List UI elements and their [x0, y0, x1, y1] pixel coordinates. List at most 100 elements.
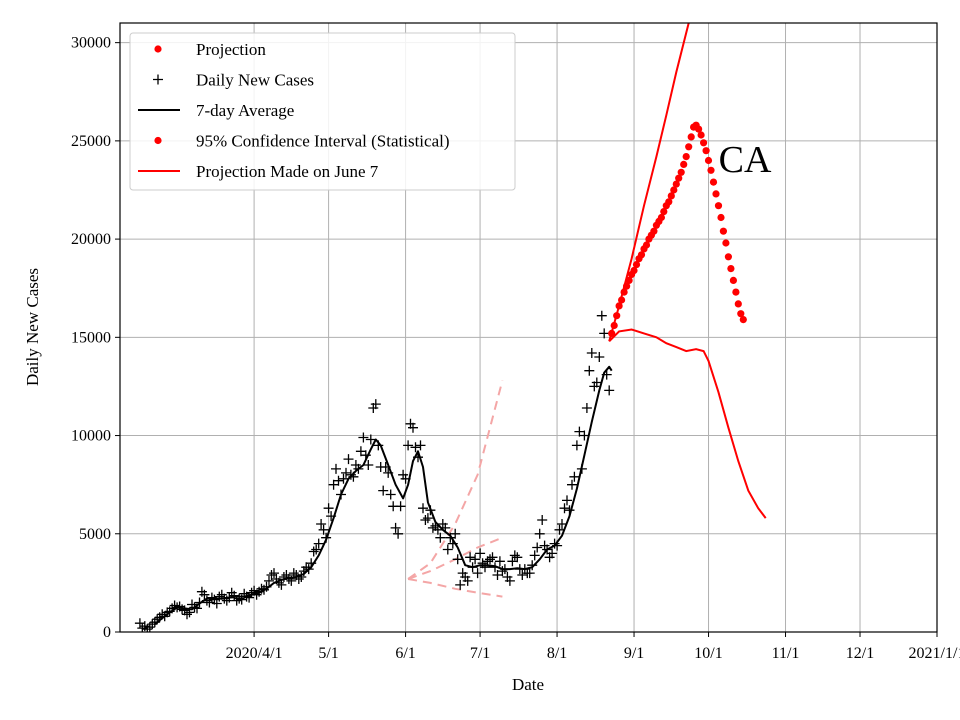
seven-day-average-line [154, 365, 613, 625]
daily-case-marker [276, 579, 287, 590]
legend: Projection Daily New Cases 7-day Average 95… [129, 32, 516, 191]
legend-label: Projection Made on June 7 [196, 162, 379, 181]
daily-case-marker [395, 501, 406, 512]
y-tick-label: 30000 [71, 35, 111, 52]
daily-case-marker [363, 460, 374, 470]
daily-case-marker [559, 503, 570, 514]
daily-case-marker [485, 554, 495, 565]
daily-case-marker [462, 575, 473, 586]
daily-case-marker [504, 575, 515, 586]
daily-case-marker [450, 528, 461, 539]
legend-marker-dot [154, 45, 162, 53]
daily-case-marker [378, 485, 389, 496]
daily-case-marker [584, 365, 595, 376]
projection-point [610, 321, 618, 330]
projection-point [707, 166, 715, 174]
daily-case-marker [591, 377, 602, 388]
daily-case-marker [512, 552, 523, 563]
x-axis-label: Date [512, 675, 544, 694]
daily-case-marker [418, 503, 428, 514]
daily-case-marker [517, 570, 528, 580]
projection-point [680, 160, 688, 168]
projection-point [727, 265, 735, 273]
projection-point [677, 168, 685, 176]
projection-point [709, 178, 718, 186]
daily-case-marker [422, 513, 433, 524]
daily-case-marker [420, 515, 431, 525]
projection-point [660, 208, 668, 216]
daily-case-marker [343, 454, 354, 465]
projection-point [608, 329, 616, 337]
daily-case-marker [370, 399, 381, 410]
projection-point [670, 186, 678, 194]
legend-marker-dot [154, 136, 162, 145]
projection-point [657, 213, 666, 222]
daily-case-marker [562, 495, 572, 506]
daily-case-marker [234, 593, 245, 604]
daily-case-marker [537, 515, 548, 525]
daily-case-marker [524, 568, 535, 579]
projection-point [737, 310, 745, 318]
daily-case-marker [569, 471, 580, 482]
daily-case-marker [547, 548, 558, 559]
plot-area [134, 23, 767, 632]
daily-case-marker [142, 624, 153, 632]
projection-point [650, 227, 658, 235]
daily-case-marker [581, 403, 592, 413]
projection-point [719, 227, 728, 235]
projection-point [724, 253, 733, 261]
legend-label: Projection [196, 40, 266, 59]
x-tick-label: 12/1 [846, 645, 874, 662]
projection-point [697, 131, 705, 139]
daily-case-marker [338, 473, 349, 484]
y-tick-label: 15000 [71, 329, 111, 346]
region-label: CA [719, 139, 772, 181]
daily-case-marker [432, 524, 443, 535]
daily-case-marker [410, 442, 421, 453]
daily-case-marker [549, 538, 560, 549]
daily-case-marker [214, 591, 225, 602]
y-tick-label: 0 [103, 624, 111, 641]
daily-case-marker [408, 422, 418, 433]
y-tick-label: 10000 [71, 428, 111, 445]
daily-case-marker [199, 589, 210, 600]
daily-case-marker [557, 519, 567, 529]
daily-case-marker [477, 558, 488, 569]
daily-case-marker [398, 469, 409, 480]
daily-case-marker [554, 524, 565, 535]
june7-projection-line [407, 578, 503, 598]
x-tick-label: 2020/4/1 [226, 645, 283, 662]
daily-case-marker [529, 550, 540, 561]
daily-case-marker [365, 434, 376, 445]
legend-label: 95% Confidence Interval (Statistical) [196, 132, 450, 151]
daily-case-marker [435, 532, 446, 543]
projection-point [630, 266, 638, 275]
daily-case-marker [480, 562, 490, 573]
daily-case-marker [507, 556, 518, 567]
daily-case-marker [497, 566, 508, 577]
daily-case-marker [331, 463, 341, 474]
y-tick-label: 25000 [71, 133, 111, 150]
daily-case-marker [475, 548, 486, 559]
projection-point [704, 156, 713, 165]
projection-point [642, 241, 651, 249]
projection-point [625, 276, 633, 284]
y-axis-label: Daily New Cases [23, 268, 42, 386]
x-tick-label: 10/1 [694, 645, 722, 662]
projection-point [615, 302, 623, 310]
legend-label: Daily New Cases [196, 71, 314, 90]
june7-projection-line [407, 380, 504, 580]
daily-case-marker [527, 560, 538, 571]
y-tick-label: 20000 [71, 231, 111, 248]
projection-point [685, 143, 693, 151]
daily-case-marker [264, 575, 274, 586]
axis-ticks: 2020/4/1 5/1 6/1 7/1 8/1 9/1 10/1 11/1 12/1 2021/… [71, 35, 960, 662]
legend-label: 7-day Average [196, 101, 294, 120]
x-tick-label: 11/1 [772, 645, 800, 662]
daily-case-marker [403, 440, 414, 451]
daily-case-marker [415, 440, 426, 451]
daily-case-marker [266, 570, 277, 580]
daily-case-marker [246, 587, 257, 598]
daily-case-marker [308, 546, 319, 557]
